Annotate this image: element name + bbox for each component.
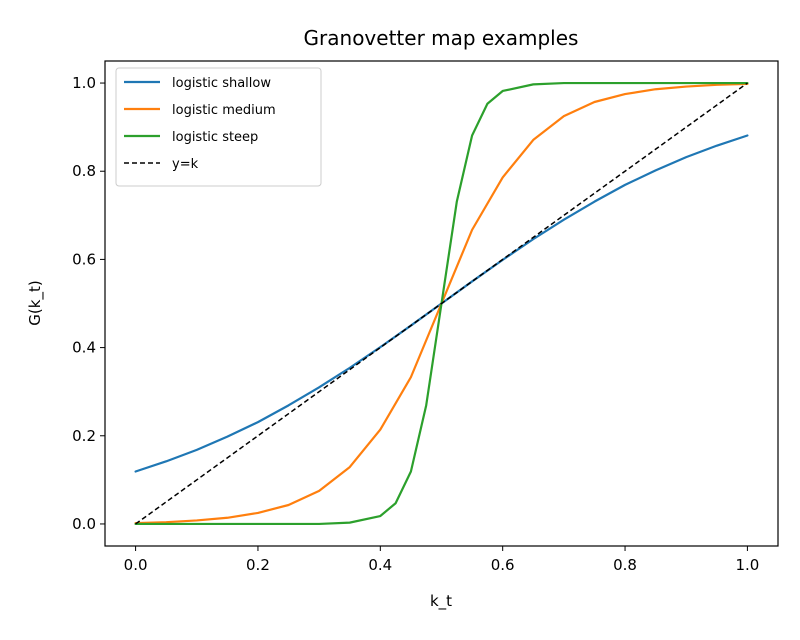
y-tick-label: 0.8 (72, 162, 96, 180)
y-axis-label: G(k_t) (26, 280, 45, 325)
y-tick-label: 0.4 (72, 339, 96, 357)
y-tick-label: 0.0 (72, 515, 96, 533)
y-tick-label: 1.0 (72, 74, 96, 92)
legend-box (115, 67, 322, 187)
y-tick-label: 0.6 (72, 250, 96, 268)
plot-area (134, 81, 749, 526)
x-tick-label: 0.2 (246, 556, 270, 574)
legend-label: logistic shallow (172, 76, 271, 91)
y-axis-ticks: 0.0 0.2 0.4 0.6 0.8 1.0 (72, 74, 105, 533)
y-tick-label: 0.2 (72, 427, 96, 445)
x-tick-label: 0.0 (124, 556, 148, 574)
legend: logistic shallow logistic medium logistic … (115, 67, 322, 187)
x-tick-label: 0.6 (491, 556, 515, 574)
x-tick-label: 0.4 (368, 556, 392, 574)
legend-label: y=k (172, 157, 199, 172)
x-axis-label: k_t (430, 592, 452, 611)
x-axis-ticks: 0.0 0.2 0.4 0.6 0.8 1.0 (124, 546, 759, 574)
chart-title: Granovetter map examples (304, 26, 579, 50)
x-tick-label: 0.8 (613, 556, 637, 574)
legend-label: logistic steep (172, 130, 258, 145)
legend-label: logistic medium (172, 103, 276, 118)
plot-frame (104, 60, 779, 547)
x-tick-label: 1.0 (735, 556, 759, 574)
series-line-y-k (135, 82, 748, 525)
